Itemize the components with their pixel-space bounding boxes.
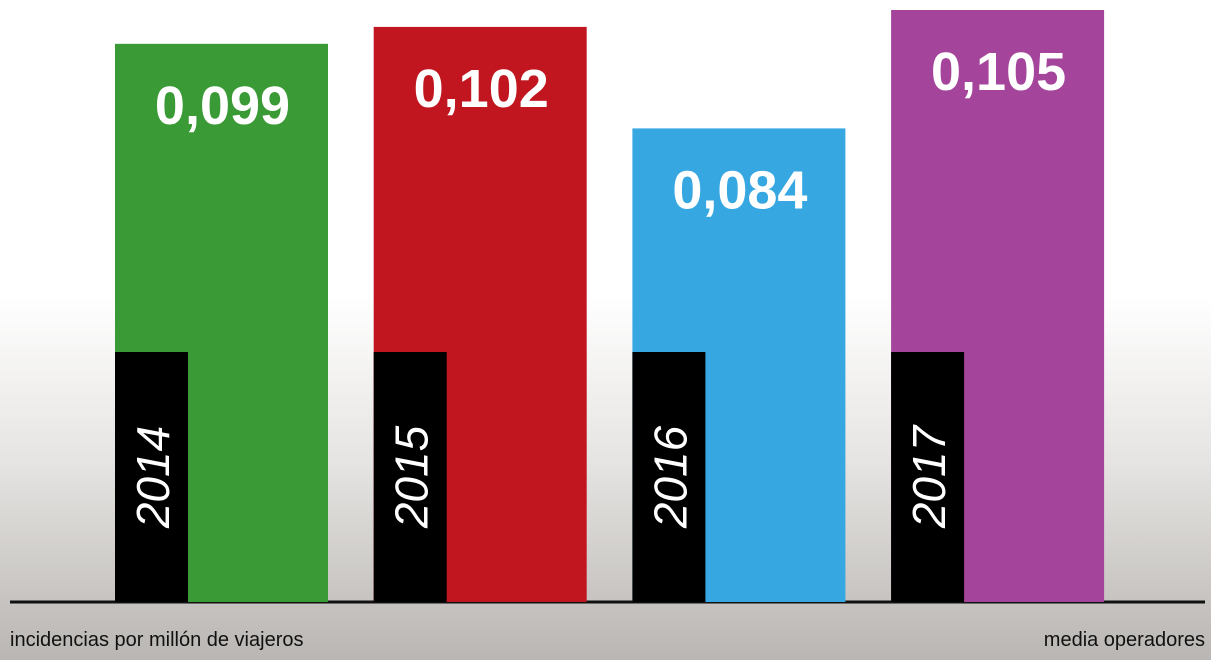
- x-tick-label: 2014: [127, 426, 179, 529]
- x-tick-label: 2015: [386, 425, 438, 529]
- value-label: 0,105: [931, 42, 1066, 102]
- value-label: 0,102: [414, 59, 549, 119]
- chart: incidencias por millón de viajeros media…: [0, 0, 1211, 660]
- x-tick-label: 2017: [903, 424, 955, 529]
- annotation: media operadores: [1044, 629, 1205, 651]
- value-label: 0,084: [672, 160, 807, 220]
- x-tick-label: 2016: [644, 425, 696, 529]
- page: incidencias por millón de viajeros media…: [0, 0, 1211, 660]
- x-label: incidencias por millón de viajeros: [10, 629, 303, 651]
- value-label: 0,099: [155, 76, 290, 136]
